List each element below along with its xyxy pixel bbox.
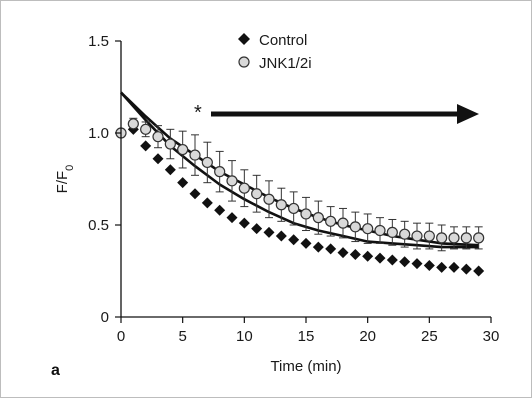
control-point xyxy=(164,164,176,176)
legend-control-marker xyxy=(238,33,250,45)
x-tick-label: 0 xyxy=(117,328,125,345)
jnk-point xyxy=(300,208,312,220)
jnk-point xyxy=(263,193,275,205)
control-point xyxy=(288,234,300,246)
arrow-head xyxy=(457,104,479,124)
control-point xyxy=(214,204,226,216)
x-tick-label: 5 xyxy=(178,328,186,345)
jnk-point xyxy=(226,175,238,187)
control-point xyxy=(386,254,398,266)
control-point xyxy=(140,140,152,152)
jnk-point xyxy=(362,223,374,235)
x-tick-label: 20 xyxy=(359,328,376,345)
ticks: 0 5 10 15 20 25 30 0 0.5 1.0 1.5 xyxy=(88,33,499,345)
control-point xyxy=(337,247,349,259)
control-point xyxy=(448,261,460,273)
control-point xyxy=(460,263,472,275)
jnk-point xyxy=(374,224,386,237)
control-point xyxy=(362,250,374,262)
jnk-point xyxy=(177,143,189,156)
y-axis-label: F/F0 xyxy=(54,165,76,194)
control-point xyxy=(238,217,250,229)
legend-control-label: Control xyxy=(259,32,307,49)
control-point xyxy=(251,223,263,235)
jnk-point xyxy=(275,199,287,211)
jnk-point xyxy=(251,188,263,200)
jnk-point xyxy=(140,123,152,135)
significance-annotation: * xyxy=(194,102,479,124)
control-point xyxy=(473,265,485,277)
control-point xyxy=(177,177,189,189)
control-point xyxy=(312,241,324,253)
panel-label: a xyxy=(51,362,60,379)
jnk-point xyxy=(152,131,164,143)
x-tick-label: 25 xyxy=(421,328,438,345)
jnk-point xyxy=(460,232,472,244)
significance-star: * xyxy=(194,102,202,124)
control-point xyxy=(226,212,238,224)
y-tick-label: 0.5 xyxy=(88,217,109,234)
x-tick-label: 30 xyxy=(483,328,500,345)
x-axis-label: Time (min) xyxy=(270,358,341,375)
data-markers xyxy=(115,118,485,277)
jnk-point xyxy=(164,138,176,150)
jnk-point xyxy=(312,212,324,224)
jnk-point xyxy=(288,202,300,215)
jnk-point xyxy=(238,182,250,194)
jnk-point xyxy=(337,217,349,229)
jnk-point xyxy=(349,221,361,233)
x-tick-label: 15 xyxy=(298,328,315,345)
jnk-point xyxy=(214,166,226,178)
jnk-point xyxy=(325,215,337,227)
control-point xyxy=(152,153,164,165)
legend-jnk-label: JNK1/2i xyxy=(259,55,312,72)
control-point xyxy=(423,259,435,271)
jnk-point xyxy=(423,230,435,242)
jnk-point xyxy=(411,230,423,242)
y-tick-label: 1.5 xyxy=(88,33,109,50)
y-tick-label: 0 xyxy=(101,309,109,326)
jnk-point xyxy=(127,118,139,130)
control-point xyxy=(300,237,312,249)
jnk-point xyxy=(386,226,398,238)
control-point xyxy=(201,197,213,209)
control-point xyxy=(189,188,201,200)
jnk-point xyxy=(201,156,213,169)
control-point xyxy=(349,248,361,260)
jnk-point xyxy=(448,232,460,244)
x-tick-label: 10 xyxy=(236,328,253,345)
jnk-point xyxy=(189,149,201,161)
jnk-point xyxy=(399,228,411,240)
control-point xyxy=(399,256,411,268)
jnk-point xyxy=(473,232,485,244)
control-point xyxy=(436,261,448,273)
y-tick-label: 1.0 xyxy=(88,125,109,142)
legend-jnk-marker xyxy=(238,56,250,68)
axes xyxy=(120,41,491,318)
control-point xyxy=(374,252,386,264)
control-point xyxy=(275,230,287,242)
legend: Control JNK1/2i xyxy=(238,32,312,72)
jnk-point xyxy=(436,232,448,244)
control-point xyxy=(411,258,423,270)
control-point xyxy=(263,226,275,238)
control-point xyxy=(325,243,337,255)
